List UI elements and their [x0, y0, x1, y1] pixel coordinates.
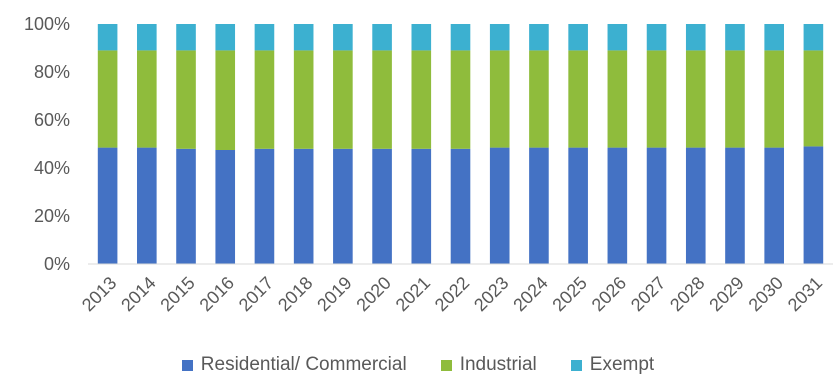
- y-tick-label: 40%: [34, 158, 70, 178]
- bar-segment-residential-commercial-2019: [333, 148, 353, 264]
- legend-item-industrial: Industrial: [440, 354, 537, 376]
- y-tick-label: 80%: [34, 62, 70, 82]
- x-tick-label: 2019: [313, 273, 355, 315]
- bar-segment-industrial-2018: [293, 50, 314, 149]
- bar-segment-residential-commercial-2020: [372, 148, 392, 264]
- bar-segment-exempt-2024: [529, 24, 549, 51]
- bar-segment-exempt-2030: [764, 24, 784, 51]
- x-tick-label: 2026: [588, 273, 630, 315]
- x-tick-label: 2031: [784, 273, 826, 315]
- bar-segment-residential-commercial-2021: [411, 148, 432, 264]
- legend-label-exempt: Exempt: [589, 354, 655, 375]
- bar-segment-residential-commercial-2025: [568, 147, 588, 264]
- x-tick-label: 2015: [156, 273, 198, 315]
- bar-segment-industrial-2025: [568, 50, 588, 148]
- bar-segment-exempt-2026: [607, 24, 628, 51]
- x-tick-label: 2029: [705, 273, 747, 315]
- stacked-bar-chart: 0%20%40%60%80%100% 201320142015201620172…: [24, 14, 833, 315]
- bar-segment-residential-commercial-2031: [803, 146, 824, 264]
- bar-segment-industrial-2026: [607, 50, 628, 148]
- bar-segment-industrial-2028: [685, 50, 706, 148]
- bar-segment-industrial-2015: [176, 50, 196, 149]
- legend-swatch-exempt: [570, 359, 582, 371]
- bar-segment-industrial-2021: [411, 50, 432, 149]
- legend-item-residential-commercial: Residential/ Commercial: [181, 354, 407, 376]
- bar-segment-exempt-2014: [137, 24, 157, 51]
- bar-segment-industrial-2024: [529, 50, 549, 148]
- bar-segment-exempt-2017: [254, 24, 275, 51]
- legend-label-industrial: Industrial: [459, 354, 537, 375]
- bar-segment-residential-commercial-2027: [646, 147, 667, 264]
- bar-segment-exempt-2018: [293, 24, 314, 51]
- bar-segment-residential-commercial-2017: [254, 148, 275, 264]
- x-tick-label: 2030: [745, 273, 787, 315]
- bar-segment-residential-commercial-2023: [489, 147, 510, 264]
- bar-segment-industrial-2019: [333, 50, 353, 149]
- bar-segment-industrial-2023: [489, 50, 510, 148]
- bar-segment-residential-commercial-2018: [293, 148, 314, 264]
- bar-stacks: [97, 24, 824, 264]
- x-tick-label: 2025: [549, 273, 591, 315]
- bar-segment-residential-commercial-2028: [685, 147, 706, 264]
- bar-segment-residential-commercial-2029: [725, 147, 745, 264]
- bar-segment-residential-commercial-2022: [450, 148, 471, 264]
- legend-label-residential-commercial: Residential/ Commercial: [200, 354, 407, 375]
- bar-segment-exempt-2022: [450, 24, 471, 51]
- x-tick-label: 2013: [78, 273, 120, 315]
- bar-segment-exempt-2021: [411, 24, 432, 51]
- bar-segment-industrial-2020: [372, 50, 392, 149]
- x-tick-label: 2023: [470, 273, 512, 315]
- x-tick-label: 2020: [352, 273, 394, 315]
- bar-segment-industrial-2017: [254, 50, 275, 149]
- bar-segment-residential-commercial-2014: [137, 147, 157, 264]
- bar-segment-residential-commercial-2026: [607, 147, 628, 264]
- bar-segment-residential-commercial-2013: [97, 147, 118, 264]
- bar-segment-industrial-2029: [725, 50, 745, 148]
- y-tick-label: 100%: [24, 14, 70, 34]
- bar-segment-exempt-2025: [568, 24, 588, 51]
- bar-segment-industrial-2031: [803, 50, 824, 147]
- legend-swatch-industrial: [440, 359, 452, 371]
- bar-segment-exempt-2031: [803, 24, 824, 51]
- bar-segment-industrial-2014: [137, 50, 157, 148]
- x-tick-label: 2016: [196, 273, 238, 315]
- x-tick-label: 2024: [509, 273, 551, 315]
- bar-segment-industrial-2030: [764, 50, 784, 148]
- bar-segment-residential-commercial-2024: [529, 147, 549, 264]
- bar-segment-residential-commercial-2015: [176, 148, 196, 264]
- x-tick-label: 2027: [627, 273, 669, 315]
- x-tick-label: 2018: [274, 273, 316, 315]
- bar-segment-exempt-2023: [489, 24, 510, 51]
- legend-item-exempt: Exempt: [570, 354, 655, 376]
- x-tick-label: 2028: [666, 273, 708, 315]
- x-tick-label: 2014: [117, 273, 159, 315]
- bar-segment-industrial-2027: [646, 50, 667, 148]
- legend: Residential/ Commercial Industrial Exemp…: [0, 354, 836, 376]
- y-tick-label: 0%: [44, 254, 70, 274]
- bar-segment-exempt-2029: [725, 24, 745, 51]
- bar-segment-exempt-2027: [646, 24, 667, 51]
- legend-swatch-residential-commercial: [181, 359, 193, 371]
- bar-segment-exempt-2028: [685, 24, 706, 51]
- x-tick-label: 2017: [235, 273, 277, 315]
- bar-segment-industrial-2016: [215, 50, 236, 150]
- y-axis-tick-labels: 0% 20% 40% 60% 80% 100%: [24, 14, 70, 274]
- bar-segment-residential-commercial-2030: [764, 147, 784, 264]
- bar-segment-exempt-2016: [215, 24, 236, 51]
- bar-segment-exempt-2013: [97, 24, 118, 51]
- x-tick-label: 2021: [392, 273, 434, 315]
- x-axis-tick-labels: 2013201420152016201720182019202020212022…: [78, 273, 826, 315]
- x-tick-label: 2022: [431, 273, 473, 315]
- bar-segment-exempt-2020: [372, 24, 392, 51]
- bar-segment-industrial-2013: [97, 50, 118, 148]
- y-tick-label: 60%: [34, 110, 70, 130]
- y-tick-label: 20%: [34, 206, 70, 226]
- bar-segment-residential-commercial-2016: [215, 150, 236, 264]
- bar-segment-exempt-2015: [176, 24, 196, 51]
- bar-segment-exempt-2019: [333, 24, 353, 51]
- bar-segment-industrial-2022: [450, 50, 471, 149]
